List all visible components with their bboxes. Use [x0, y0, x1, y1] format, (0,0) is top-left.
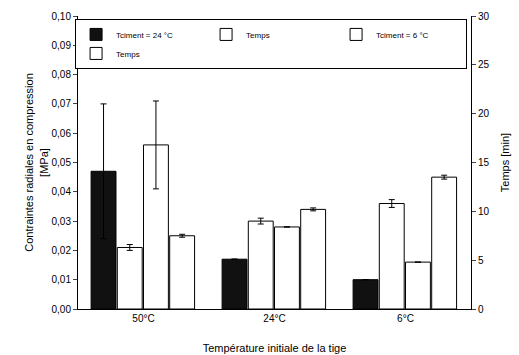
svg-text:0,05: 0,05 [52, 157, 72, 168]
svg-text:0: 0 [478, 304, 484, 315]
svg-text:Tciment = 24 °C: Tciment = 24 °C [116, 31, 173, 40]
svg-text:6°C: 6°C [397, 313, 414, 324]
svg-text:20: 20 [478, 108, 490, 119]
svg-text:0,04: 0,04 [52, 186, 72, 197]
svg-text:0,10: 0,10 [52, 11, 72, 22]
svg-text:Temps: Temps [116, 50, 140, 59]
svg-text:5: 5 [478, 255, 484, 266]
svg-text:50°C: 50°C [132, 313, 154, 324]
svg-text:0,02: 0,02 [52, 245, 72, 256]
svg-text:30: 30 [478, 11, 490, 22]
svg-text:Temps: Temps [246, 31, 270, 40]
svg-text:10: 10 [478, 206, 490, 217]
svg-text:0,01: 0,01 [52, 274, 72, 285]
svg-text:15: 15 [478, 157, 490, 168]
svg-text:0,07: 0,07 [52, 98, 72, 109]
svg-text:Contraintes radiales en compre: Contraintes radiales en compression[MPa] [23, 73, 49, 252]
svg-text:24°C: 24°C [263, 313, 285, 324]
svg-text:Tciment = 6 °C: Tciment = 6 °C [376, 31, 429, 40]
svg-text:25: 25 [478, 59, 490, 70]
svg-text:0,08: 0,08 [52, 69, 72, 80]
svg-text:Temps [min]: Temps [min] [499, 133, 511, 192]
svg-text:Température initiale de la tig: Température initiale de la tige [203, 342, 347, 354]
svg-text:0,06: 0,06 [52, 128, 72, 139]
svg-text:0,00: 0,00 [52, 304, 72, 315]
svg-text:0,09: 0,09 [52, 40, 72, 51]
svg-text:0,03: 0,03 [52, 216, 72, 227]
